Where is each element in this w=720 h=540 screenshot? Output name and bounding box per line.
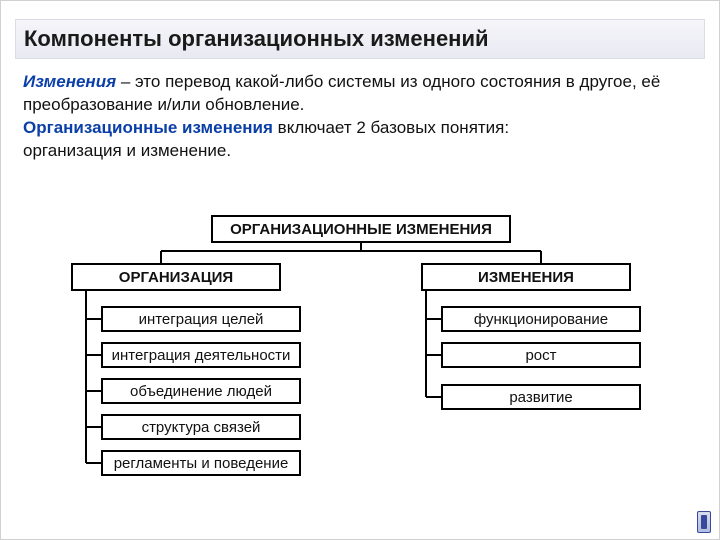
diagram-root: ОРГАНИЗАЦИОННЫЕ ИЗМЕНЕНИЯ [211,215,511,243]
diagram-right-item-1: рост [441,342,641,368]
diagram-right-item-2: развитие [441,384,641,410]
def-line3: организация и изменение. [23,141,231,160]
diagram-right-header: ИЗМЕНЕНИЯ [421,263,631,291]
term-changes: Изменения [23,72,116,91]
diagram-right-item-0: функционирование [441,306,641,332]
def-orgchanges: включает 2 базовых понятия: [273,118,509,137]
diagram-left-header: ОРГАНИЗАЦИЯ [71,263,281,291]
diagram-left-item-4: регламенты и поведение [101,450,301,476]
def-changes: – это перевод какой-либо системы из одно… [23,72,660,114]
term-orgchanges: Организационные изменения [23,118,273,137]
diagram-left-item-3: структура связей [101,414,301,440]
page-title: Компоненты организационных изменений [15,19,705,59]
diagram-left-item-1: интеграция деятельности [101,342,301,368]
org-change-diagram: ОРГАНИЗАЦИОННЫЕ ИЗМЕНЕНИЯ ОРГАНИЗАЦИЯ ИЗМЕ… [1,211,720,521]
diagram-left-item-2: объединение людей [101,378,301,404]
intro-paragraph: Изменения – это перевод какой-либо систе… [23,71,699,163]
page-curl-icon [697,511,711,533]
diagram-left-item-0: интеграция целей [101,306,301,332]
